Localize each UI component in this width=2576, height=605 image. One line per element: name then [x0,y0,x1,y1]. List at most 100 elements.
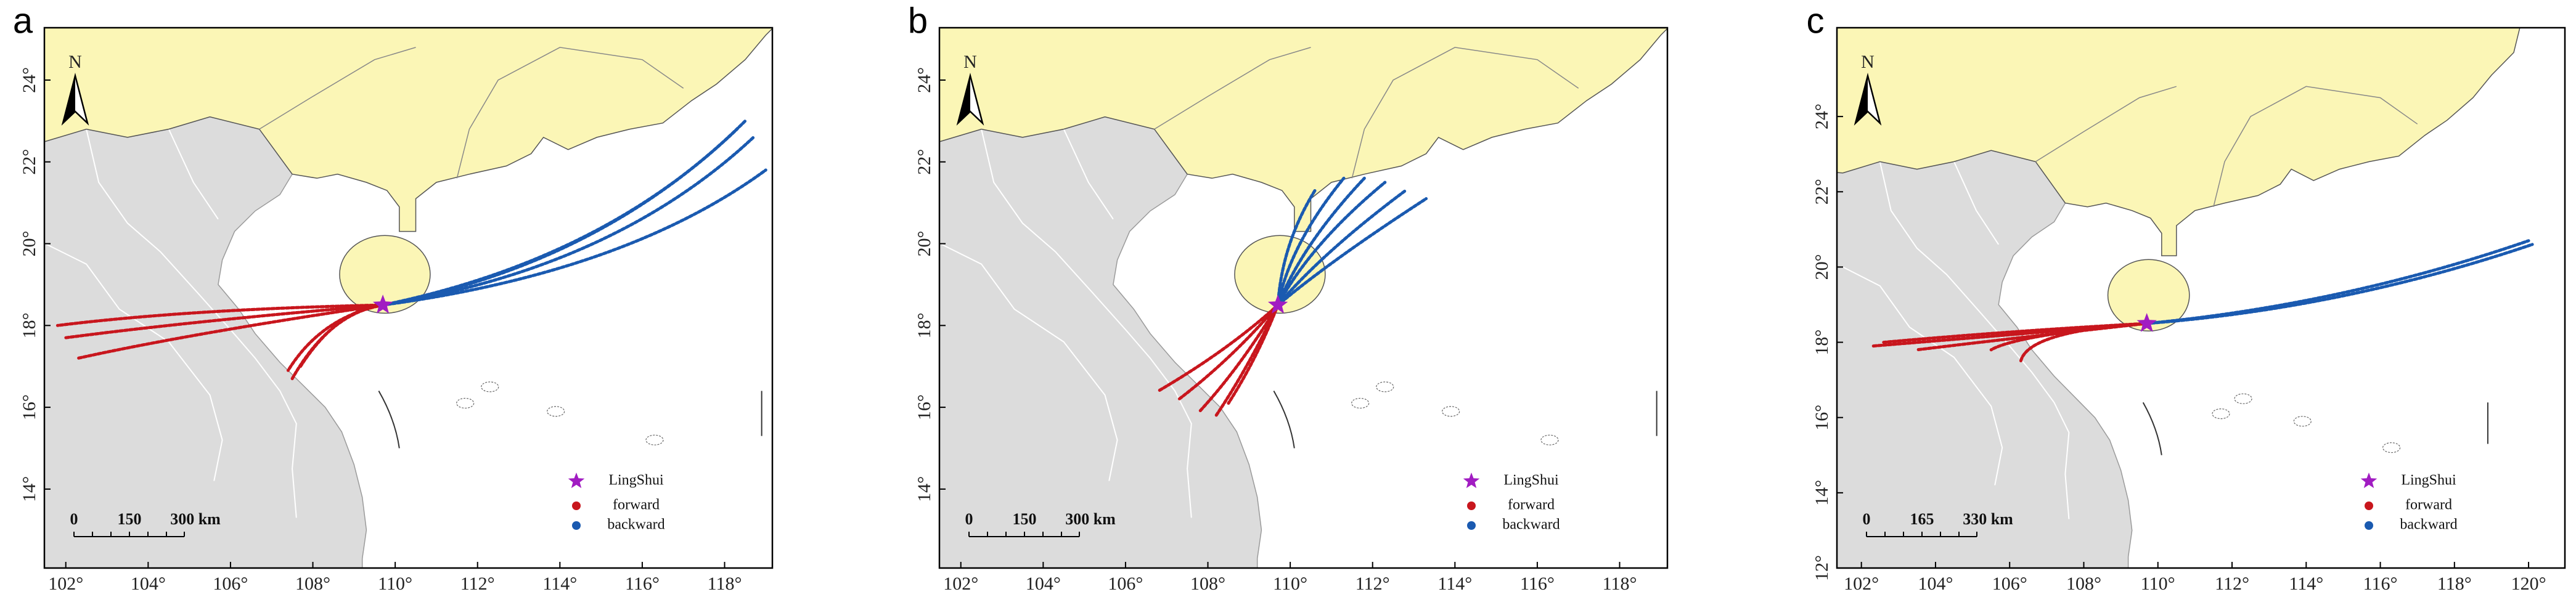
x-tick-label: 116° [1520,574,1555,594]
trajectory [55,303,385,327]
border [168,129,219,220]
x-tick-label: 108° [1190,574,1225,594]
trajectory [2145,243,2534,325]
legend-label: LingShui [608,473,664,489]
legend-dot [1467,521,1476,530]
border [1879,161,2070,519]
y-tick-label: 20° [19,231,39,257]
x-tick-label: 118° [1603,574,1637,594]
map-panel: 102° 104° 106° 108° 110° 112° 114° 116° 118° 14° 1… [914,26,1669,594]
site-star [1267,294,1288,314]
y-tick-label: 24° [914,67,934,93]
trajectory [381,136,755,307]
x-tick-label: 116° [625,574,660,594]
x-tick-label: 108° [295,574,330,594]
y-tick-label: 18° [914,312,934,338]
x-tick-label: 118° [2437,574,2472,594]
trajectory [381,168,767,307]
province-border [456,47,684,179]
province-border [259,47,416,130]
scale-label: 300 km [1065,510,1116,528]
china-land [1837,28,2521,256]
reef [1351,397,1370,409]
reef [2293,416,2312,427]
legend-label: LingShui [1503,473,1559,489]
china-land [44,28,772,232]
y-tick-label: 14° [1812,480,1832,506]
legend-star [2360,473,2378,489]
x-tick-label: 114° [1437,574,1472,594]
legend-star [1463,473,1480,489]
x-tick-label: 112° [460,574,495,594]
north-arrow-fill [958,76,970,123]
trajectory [1227,303,1280,405]
scale-label: 0 [70,510,78,528]
border [44,243,223,481]
x-tick-label: 104° [1918,574,1953,594]
province-border [2213,86,2418,207]
map-panel: 102° 104° 106° 108° 110° 112° 114° 116° 118° 14° 1… [19,26,774,594]
border [1063,129,1114,220]
province-border [1351,47,1579,179]
reef [2382,442,2401,453]
reef [2234,393,2252,404]
y-tick-label: 12° [1812,555,1832,581]
trajectory [1177,303,1280,401]
y-tick-label: 20° [1812,254,1832,280]
trajectory [1276,197,1428,307]
legend-label: backward [2400,517,2457,533]
legend-dot [572,521,581,530]
y-tick-label: 16° [914,394,934,420]
panel-label: c [1807,1,1825,41]
legend-dot [2365,521,2373,530]
map-body [939,28,1667,568]
trajectory [1276,189,1407,307]
site-star [2136,313,2157,332]
x-tick-label: 108° [2066,574,2101,594]
panel-label: b [908,1,928,41]
border [939,243,1118,481]
province-border [2035,86,2177,163]
trajectory [1276,181,1387,307]
reef [645,434,664,445]
x-tick-label: 104° [131,574,166,594]
x-tick-label: 102° [1844,574,1879,594]
y-tick-label: 22° [1812,179,1832,205]
y-tick-label: 14° [914,476,934,502]
border [1953,161,2000,245]
coast-arc [2142,402,2162,455]
y-tick-label: 18° [1812,330,1832,355]
hainan-island [339,235,431,314]
trajectory [1156,303,1280,392]
legend-label: forward [613,497,660,513]
north-label: N [68,52,82,72]
frame [938,26,1669,569]
trajectory [1198,303,1280,413]
trajectory [381,128,739,307]
x-tick-label: 118° [708,574,742,594]
y-tick-label: 20° [914,231,934,257]
north-arrow-fill [63,76,75,123]
china-land [939,28,1667,232]
reef [1540,434,1559,445]
x-tick-label: 110° [2141,574,2175,594]
reef [1442,406,1460,417]
border [1842,266,2003,485]
y-tick-label: 24° [1812,104,1832,129]
map-body [44,28,772,568]
scale-label: 330 km [1963,510,2013,528]
y-tick-label: 18° [19,312,39,338]
x-tick-label: 112° [1355,574,1390,594]
x-tick-label: 106° [213,574,248,594]
legend-label: forward [2405,497,2452,513]
scale-label: 165 [1910,510,1934,528]
map-panel: 102° 104° 106° 108° 110° 112° 114° 116° 118° 120°… [1812,26,2566,594]
legend-label: forward [1508,497,1555,513]
scale-label: 150 [1013,510,1037,528]
north-arrow-fill [1855,76,1868,123]
coast-arc [1273,391,1295,449]
x-tick-label: 120° [2511,574,2546,594]
coast-arc [378,391,400,449]
scale-label: 150 [118,510,142,528]
